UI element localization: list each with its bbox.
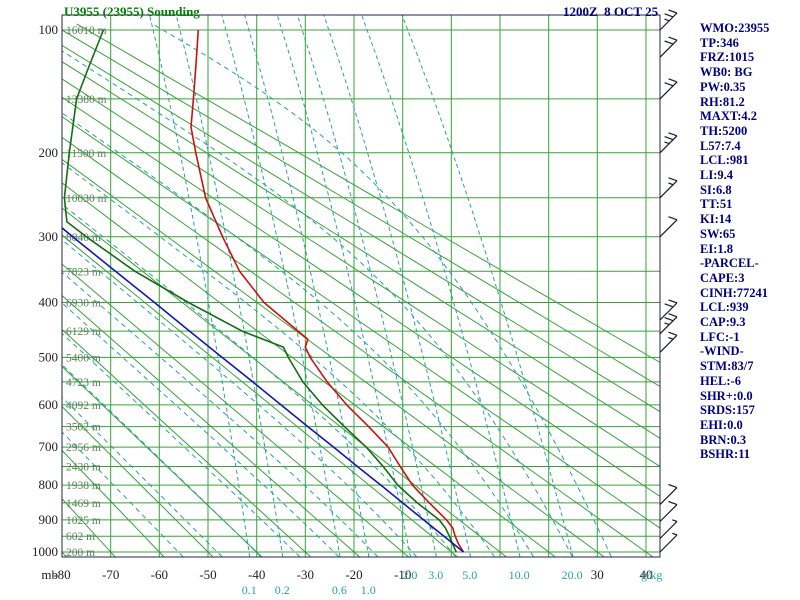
index-line: PW:0.35 — [700, 79, 746, 94]
svg-text:-30: -30 — [297, 567, 314, 582]
index-line: HEL:-6 — [700, 373, 741, 388]
mixing-ratio-labels: 2.0 3.0 5.0 10.0 20.0 0.1 0.2 0.6 1.0 g/kg — [242, 568, 663, 597]
index-line: LFC:-1 — [700, 329, 740, 344]
index-line: TH:5200 — [700, 123, 748, 138]
index-line: CAP:9.3 — [700, 315, 746, 330]
svg-text:300: 300 — [39, 229, 59, 244]
svg-text:3502 m: 3502 m — [66, 422, 101, 434]
traces — [62, 29, 465, 553]
index-line: -PARCEL- — [700, 256, 759, 271]
chart-datetime: 1200Z 8 OCT 25 — [563, 4, 659, 19]
svg-text:400: 400 — [39, 295, 59, 310]
svg-text:200 m: 200 m — [66, 547, 95, 559]
svg-text:2956 m: 2956 m — [66, 442, 101, 454]
plot-border — [61, 14, 661, 558]
index-line: CAPE:3 — [700, 270, 745, 285]
svg-text:6930 m: 6930 m — [66, 298, 101, 310]
svg-text:1000: 1000 — [32, 544, 58, 559]
svg-text:5400 m: 5400 m — [66, 352, 101, 364]
svg-text:1.0: 1.0 — [361, 583, 376, 597]
svg-text:10030 m: 10030 m — [66, 193, 107, 205]
svg-text:700: 700 — [39, 439, 59, 454]
mixing-ratio-lines — [149, 15, 574, 557]
index-line: L57:7.4 — [700, 138, 741, 153]
svg-text:2.0: 2.0 — [402, 568, 417, 582]
index-line: BRN:0.3 — [700, 432, 747, 447]
index-line: TT:51 — [700, 197, 733, 212]
svg-text:5.0: 5.0 — [462, 568, 477, 582]
index-line: LI:9.4 — [700, 168, 733, 183]
isotherm-lines — [62, 15, 647, 557]
svg-text:-70: -70 — [102, 567, 119, 582]
chart-title: U3955 (23955) Sounding — [64, 4, 200, 19]
index-line: EHI:0.0 — [700, 417, 743, 432]
svg-text:0.6: 0.6 — [332, 583, 347, 597]
svg-text:500: 500 — [39, 349, 59, 364]
index-line: SW:65 — [700, 226, 736, 241]
grid — [62, 15, 660, 557]
dry-adiabat-lines — [62, 23, 660, 557]
svg-text:4092 m: 4092 m — [66, 400, 101, 412]
indices-panel: WMO:23955 TP:346 FRZ:1015 WB0: BG PW:0.35 RH:… — [700, 21, 798, 462]
svg-text:2430 m: 2430 m — [66, 462, 101, 474]
svg-text:0.1: 0.1 — [242, 583, 257, 597]
svg-text:200: 200 — [39, 145, 59, 160]
svg-text:-10: -10 — [394, 567, 411, 582]
svg-text:20.0: 20.0 — [562, 568, 583, 582]
index-line: CINH:77241 — [700, 285, 769, 300]
svg-text:-60: -60 — [151, 567, 168, 582]
index-line: KI:14 — [700, 212, 732, 227]
index-line: SHR+:0.0 — [700, 388, 753, 403]
svg-text:-40: -40 — [248, 567, 265, 582]
svg-text:40: 40 — [640, 567, 653, 582]
dewpoint-trace — [63, 29, 457, 553]
svg-text:g/kg: g/kg — [641, 568, 662, 582]
svg-text:602 m: 602 m — [66, 531, 95, 543]
moist-adiabat-lines — [62, 23, 612, 557]
index-line: -WIND- — [700, 344, 744, 359]
svg-text:1025 m: 1025 m — [66, 515, 101, 527]
svg-text:10.0: 10.0 — [509, 568, 530, 582]
index-line: TP:346 — [700, 35, 739, 50]
index-line: WMO:23955 — [700, 21, 770, 35]
svg-text:0.2: 0.2 — [275, 583, 290, 597]
svg-text:800: 800 — [39, 477, 59, 492]
svg-text:6129 m: 6129 m — [66, 326, 101, 338]
index-line: EI:1.8 — [700, 241, 733, 256]
index-line: STM:83/7 — [700, 359, 754, 374]
svg-text:900: 900 — [39, 512, 59, 527]
svg-text:7823 m: 7823 m — [66, 266, 101, 278]
svg-text:600: 600 — [39, 397, 59, 412]
svg-text:13380 m: 13380 m — [66, 94, 107, 106]
svg-text:1469 m: 1469 m — [66, 498, 101, 510]
parcel-trace — [62, 227, 465, 553]
svg-text:-20: -20 — [345, 567, 362, 582]
index-line: LCL:939 — [700, 300, 749, 315]
index-line: RH:81.2 — [700, 94, 745, 109]
index-line: SRDS:157 — [700, 403, 755, 418]
svg-text:100: 100 — [39, 22, 59, 37]
index-line: LCL:981 — [700, 153, 749, 168]
svg-text:1938 m: 1938 m — [66, 480, 101, 492]
svg-text:4723 m: 4723 m — [66, 377, 101, 389]
index-line: WB0: BG — [700, 65, 753, 80]
wind-barbs — [659, 9, 678, 553]
index-line: SI:6.8 — [700, 182, 732, 197]
temperature-trace — [190, 29, 465, 553]
pressure-axis-labels: 100 200 300 400 500 600 700 800 900 1000 mb — [32, 22, 58, 582]
index-line: BSHR:11 — [700, 447, 751, 462]
temperature-axis-labels: -80 -70 -60 -50 -40 -30 -20 -10 30 40 — [53, 567, 652, 582]
svg-text:3.0: 3.0 — [428, 568, 443, 582]
svg-text:16010 m: 16010 m — [66, 25, 107, 37]
index-line: FRZ:1015 — [700, 50, 755, 65]
svg-text:mb: mb — [41, 567, 58, 582]
svg-text:-50: -50 — [199, 567, 216, 582]
svg-text:-80: -80 — [53, 567, 70, 582]
svg-text:11500 m: 11500 m — [66, 148, 106, 160]
index-line: MAXT:4.2 — [700, 109, 758, 124]
svg-text:30: 30 — [591, 567, 604, 582]
